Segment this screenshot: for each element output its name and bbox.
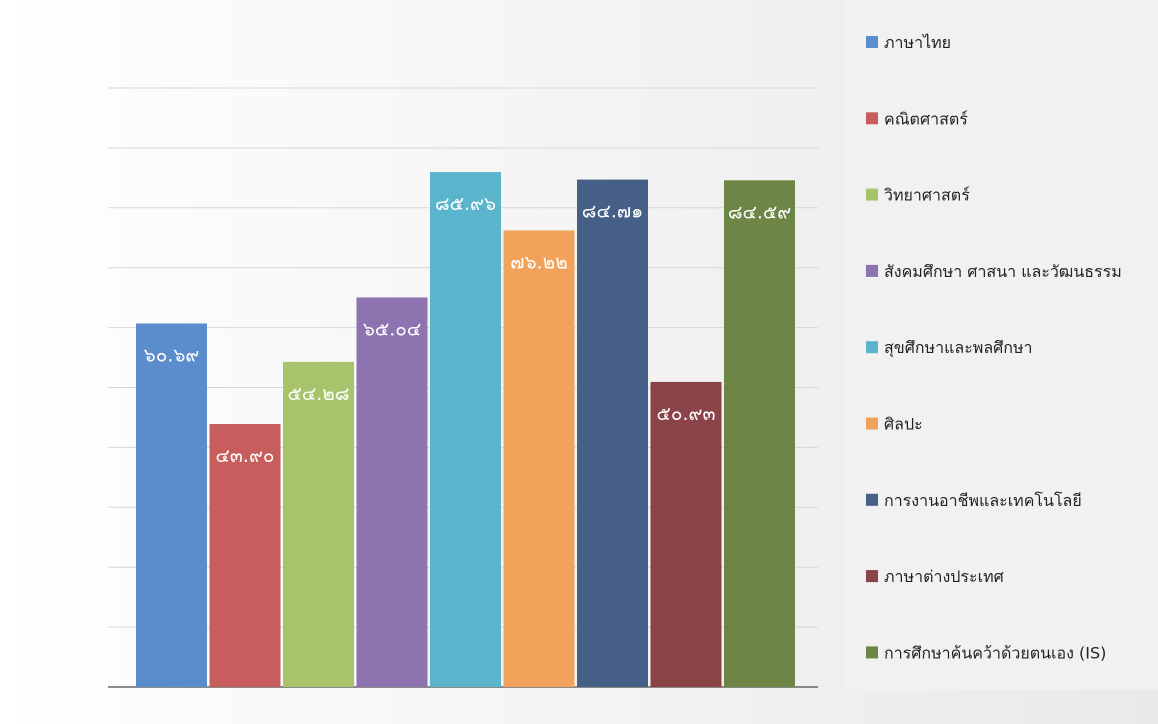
bar-7 xyxy=(577,179,648,687)
legend-panel xyxy=(845,0,1158,690)
bar-3 xyxy=(283,361,354,687)
bar-1 xyxy=(136,323,207,687)
data-label-1: ๖๐.๖๙ xyxy=(144,344,200,366)
data-label-2: ๔๓.๙๐ xyxy=(216,445,275,467)
bar-4 xyxy=(356,297,428,687)
legend-label-4: สังคมศึกษา ศาสนา และวัฒนธรรม xyxy=(884,262,1122,281)
legend-swatch-3 xyxy=(866,188,878,201)
legend-label-1: ภาษาไทย xyxy=(884,33,951,52)
legend-label-7: การงานอาชีพและเทคโนโลยี xyxy=(884,491,1082,510)
bar-8 xyxy=(650,381,722,687)
data-label-3: ๕๔.๒๘ xyxy=(288,383,350,405)
bar-6 xyxy=(503,230,575,687)
bar-5 xyxy=(430,172,501,687)
data-label-6: ๗๖.๒๒ xyxy=(510,251,567,273)
legend-label-9: การศึกษาค้นคว้าด้วยตนเอง (IS) xyxy=(884,643,1106,662)
legend-swatch-4 xyxy=(866,264,878,277)
data-label-7: ๘๔.๗๑ xyxy=(582,201,643,223)
bars xyxy=(136,172,795,687)
legend-swatch-6 xyxy=(866,417,878,430)
legend-swatch-1 xyxy=(866,36,878,48)
legend-label-8: ภาษาต่างประเทศ xyxy=(884,567,1004,586)
legend-swatch-9 xyxy=(866,646,878,659)
legend-swatch-7 xyxy=(866,493,878,506)
data-label-4: ๖๕.๐๔ xyxy=(363,318,421,340)
legend-label-6: ศิลปะ xyxy=(884,415,923,434)
legend-label-3: วิทยาศาสตร์ xyxy=(884,186,970,205)
legend-label-2: คณิตศาสตร์ xyxy=(884,109,968,128)
bar-2 xyxy=(209,424,281,687)
data-label-5: ๘๕.๙๖ xyxy=(435,193,496,215)
bar-9 xyxy=(724,180,795,687)
legend-swatch-5 xyxy=(866,341,878,354)
legend-swatch-2 xyxy=(866,112,878,125)
data-label-9: ๘๔.๕๙ xyxy=(728,201,791,223)
legend-swatch-8 xyxy=(866,570,878,583)
data-label-8: ๕๐.๙๓ xyxy=(657,403,716,425)
legend-label-5: สุขศึกษาและพลศึกษา xyxy=(884,338,1033,358)
